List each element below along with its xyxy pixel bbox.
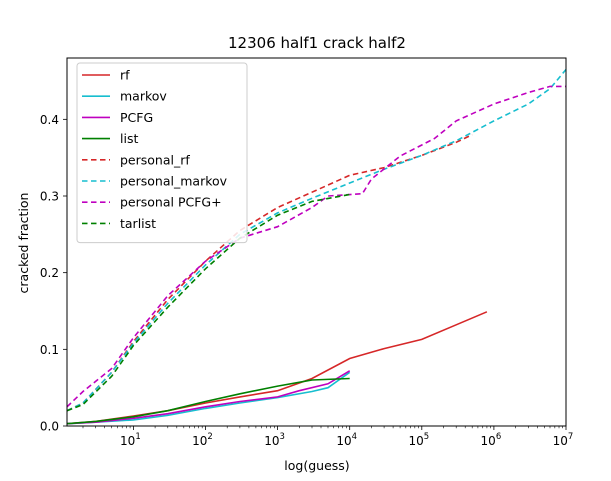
x-tick-label: 102 xyxy=(192,432,213,448)
x-tick-label: 106 xyxy=(481,432,502,448)
y-tick-label: 0.4 xyxy=(40,113,59,127)
y-tick-label: 0.3 xyxy=(40,190,59,204)
x-axis-label: log(guess) xyxy=(284,458,349,473)
legend-label-markov: markov xyxy=(120,89,167,104)
y-axis-label: cracked fraction xyxy=(16,193,31,294)
series-line-list xyxy=(66,377,350,425)
x-tick-label: 104 xyxy=(336,432,357,448)
chart-title: 12306 half1 crack half2 xyxy=(228,34,406,52)
legend-label-personal-rf: personal_rf xyxy=(120,152,190,167)
x-tick-label: 103 xyxy=(264,432,285,448)
legend-box xyxy=(76,62,248,244)
x-tick-label: 105 xyxy=(408,432,429,448)
legend-label-personal-pcfg: personal PCFG+ xyxy=(120,195,222,210)
legend-label-pcfg: PCFG xyxy=(120,110,153,125)
y-tick-label: 0.1 xyxy=(40,343,59,357)
series-line-tarlist xyxy=(66,193,350,412)
y-tick-label: 0.2 xyxy=(40,266,59,280)
plot-frame xyxy=(66,57,567,427)
legend-label-list: list xyxy=(120,131,138,146)
y-tick-label: 0.0 xyxy=(40,420,59,434)
legend-label-personal-markov: personal_markov xyxy=(120,174,228,189)
legend-label-rf: rf xyxy=(120,68,130,83)
x-tick-label: 107 xyxy=(553,432,574,448)
x-tick-label: 101 xyxy=(120,432,141,448)
plot-lines xyxy=(66,68,567,425)
series-line-pcfg xyxy=(66,370,351,425)
legend-label-tarlist: tarlist xyxy=(120,216,156,231)
y-axis-ticks: 0.0 0.1 0.2 0.3 0.4 xyxy=(40,113,67,434)
legend: rf markov PCFG list personal_rf personal_mark… xyxy=(76,62,248,244)
series-line-personal-markov xyxy=(66,68,567,412)
x-axis-ticks: 101 102 103 104 105 106 107 xyxy=(82,426,574,448)
